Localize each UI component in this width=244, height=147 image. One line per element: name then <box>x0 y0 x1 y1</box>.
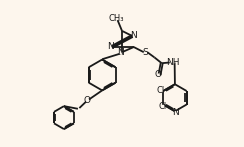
Text: CH₃: CH₃ <box>108 14 124 23</box>
FancyBboxPatch shape <box>86 99 89 102</box>
FancyBboxPatch shape <box>170 61 174 64</box>
FancyBboxPatch shape <box>109 45 112 48</box>
Text: S: S <box>143 48 148 57</box>
Text: O: O <box>84 96 91 105</box>
FancyBboxPatch shape <box>113 17 119 20</box>
FancyBboxPatch shape <box>119 51 122 54</box>
FancyBboxPatch shape <box>159 89 163 92</box>
Text: N: N <box>130 31 137 40</box>
FancyBboxPatch shape <box>174 111 177 114</box>
FancyBboxPatch shape <box>161 105 164 108</box>
Text: Cl: Cl <box>158 102 167 111</box>
Text: N: N <box>172 108 179 117</box>
Text: Cl: Cl <box>157 86 165 95</box>
FancyBboxPatch shape <box>144 51 147 54</box>
Text: N: N <box>117 48 124 57</box>
Text: N: N <box>107 42 114 51</box>
FancyBboxPatch shape <box>157 74 160 76</box>
Text: NH: NH <box>166 57 179 67</box>
Text: O: O <box>155 70 162 80</box>
FancyBboxPatch shape <box>132 34 135 37</box>
